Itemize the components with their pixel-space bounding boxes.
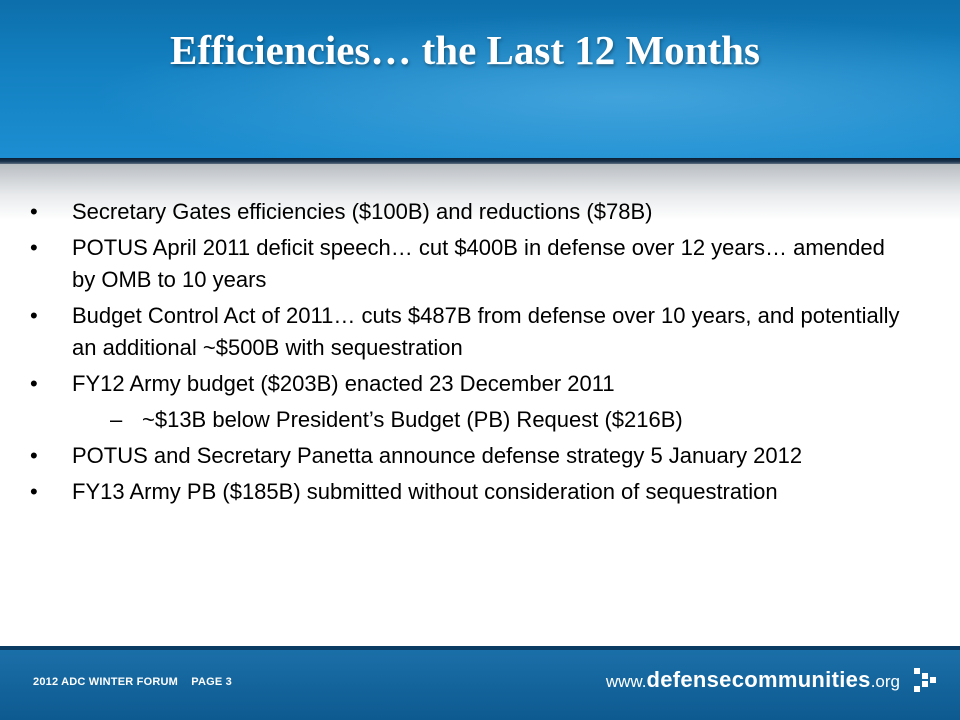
- bullet-text: FY12 Army budget ($203B) enacted 23 Dece…: [72, 371, 615, 396]
- website-link[interactable]: www.defensecommunities.org: [606, 667, 900, 693]
- bullet-item: • Secretary Gates efficiencies ($100B) a…: [30, 196, 910, 228]
- bullet-icon: •: [30, 371, 38, 396]
- bullet-item: • FY13 Army PB ($185B) submitted without…: [30, 476, 910, 508]
- content-gradient-band: [0, 164, 960, 220]
- bullet-item: • Budget Control Act of 2011… cuts $487B…: [30, 300, 910, 364]
- bullet-icon: •: [30, 303, 38, 328]
- footer-divider: [0, 646, 960, 650]
- slide-header: [0, 0, 960, 162]
- bullet-icon: •: [30, 235, 38, 260]
- website-tld: .org: [870, 672, 900, 691]
- dash-icon: –: [110, 407, 123, 432]
- bullet-text: FY13 Army PB ($185B) submitted without c…: [72, 479, 778, 504]
- footer-page-number: PAGE 3: [191, 676, 232, 688]
- bullet-list: • Secretary Gates efficiencies ($100B) a…: [30, 196, 910, 512]
- bullet-text: POTUS and Secretary Panetta announce def…: [72, 443, 803, 468]
- arrow-pixel-logo-icon: [914, 668, 936, 692]
- bullet-icon: •: [30, 479, 38, 504]
- website-domain: defensecommunities: [646, 667, 871, 692]
- footer-caption: 2012 ADC WINTER FORUM PAGE 3: [33, 676, 242, 688]
- header-divider: [0, 158, 960, 164]
- bullet-item: • POTUS April 2011 deficit speech… cut $…: [30, 232, 910, 296]
- bullet-icon: •: [30, 199, 38, 224]
- bullet-icon: •: [30, 443, 38, 468]
- bullet-text: Budget Control Act of 2011… cuts $487B f…: [72, 303, 900, 360]
- sub-bullet-item: – ~$13B below President’s Budget (PB) Re…: [30, 404, 910, 436]
- header-highlight: [0, 0, 960, 162]
- website-www: www.: [605, 672, 647, 691]
- bullet-text: Secretary Gates efficiencies ($100B) and…: [72, 199, 653, 224]
- bullet-item: • FY12 Army budget ($203B) enacted 23 De…: [30, 368, 910, 400]
- bullet-text: POTUS April 2011 deficit speech… cut $40…: [72, 235, 885, 292]
- footer-event: 2012 ADC WINTER FORUM: [33, 676, 178, 688]
- bullet-item: • POTUS and Secretary Panetta announce d…: [30, 440, 910, 472]
- sub-bullet-text: ~$13B below President’s Budget (PB) Requ…: [142, 407, 683, 432]
- slide-footer: [0, 650, 960, 720]
- slide-title: Efficiencies… the Last 12 Months: [170, 27, 760, 73]
